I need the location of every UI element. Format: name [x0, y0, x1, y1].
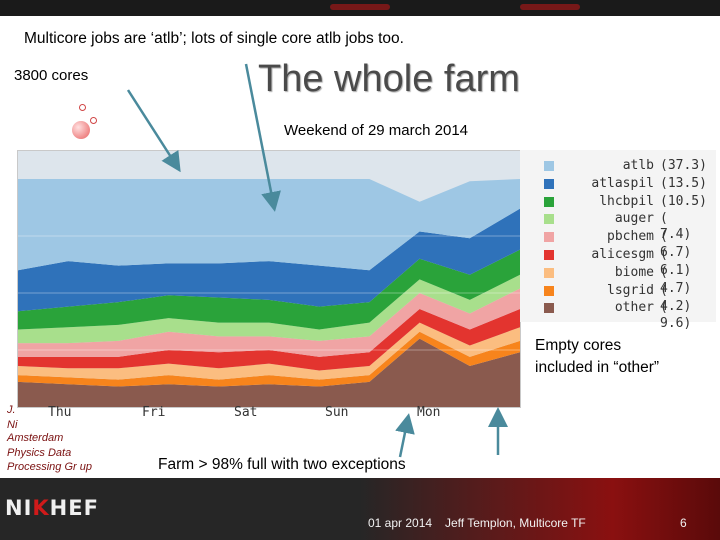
legend-swatch — [544, 285, 554, 296]
footer-gradient — [360, 478, 720, 540]
legend-label: lhcbpil — [599, 193, 654, 209]
legend-swatch — [544, 196, 554, 207]
empty-cores-note: Empty cores — [535, 337, 622, 354]
series-area-alicesgm — [18, 308, 520, 371]
farm-note: Farm > 98% full with two exceptions — [158, 456, 406, 473]
group-label: Ni — [7, 419, 18, 431]
x-tick-label: Sat — [234, 405, 258, 420]
legend-value: ( 4.2) — [660, 282, 692, 314]
series-area-pbchem — [18, 288, 520, 357]
legend-value: ( 9.6) — [660, 300, 692, 332]
legend-label: lsgrid — [607, 282, 654, 298]
legend-value: ( 4.7) — [660, 264, 692, 296]
series-area-lhcbpil — [18, 249, 520, 330]
legend-value: ( 6.1) — [660, 247, 692, 278]
legend-value: (10.5) — [660, 193, 707, 209]
chart-canvas — [18, 179, 520, 407]
arrow-to-atlb — [126, 89, 181, 173]
series-area-other — [18, 338, 520, 407]
legend-label: alicesgm — [591, 247, 654, 262]
footer-author: Jeff Templon, Multicore TF — [445, 516, 586, 530]
slide-subtitle: Multicore jobs are ‘atlb’; lots of singl… — [24, 30, 404, 47]
group-label: Amsterdam — [7, 432, 64, 444]
legend-value: (13.5) — [660, 175, 707, 191]
legend-swatch — [544, 214, 554, 225]
legend-label: pbchem — [607, 229, 654, 245]
chart-legend: atlb (37.3) atlaspil (13.5) lhcbpil (10.5) aug… — [520, 150, 716, 331]
legend-label: other — [614, 300, 654, 316]
legend-swatch — [544, 267, 554, 278]
cores-label: 3800 cores — [14, 67, 89, 84]
banner-decoration — [330, 4, 390, 10]
legend-value: (37.3) — [660, 158, 707, 173]
slide-title: The whole farm — [258, 58, 520, 100]
series-area-auger — [18, 274, 520, 344]
x-tick-label: Thu — [48, 405, 72, 420]
legend-value: ( 6.7) — [660, 229, 692, 261]
legend-value: ( 7.4) — [660, 211, 692, 243]
group-label: J. — [7, 404, 16, 416]
nikhef-logo: NIKHEF — [5, 496, 99, 520]
legend-label: auger — [614, 211, 654, 227]
series-area-lsgrid — [18, 331, 520, 387]
arrow-exception-1 — [395, 413, 415, 458]
legend-label: atlb — [622, 158, 654, 173]
banner-decoration — [520, 4, 580, 10]
bubble-decoration — [72, 121, 90, 139]
series-area-biome — [18, 322, 520, 380]
page-number: 6 — [680, 516, 687, 530]
legend-swatch — [544, 250, 554, 260]
legend-swatch — [544, 232, 554, 243]
x-tick-label: Mon — [417, 405, 441, 420]
legend-label: biome — [614, 264, 654, 280]
footer-bar — [0, 478, 720, 540]
bubble-decoration — [79, 104, 86, 111]
period-label: Weekend of 29 march 2014 — [284, 122, 469, 139]
group-label: Processing Gr up — [7, 461, 92, 473]
empty-cores-note: included in “other” — [535, 359, 660, 376]
top-banner — [0, 0, 720, 16]
legend-swatch — [544, 178, 554, 189]
group-label: Physics Data — [7, 447, 72, 459]
series-area-atlaspil — [18, 208, 520, 312]
legend-swatch — [544, 303, 554, 314]
arrow-to-farm — [244, 63, 281, 212]
x-tick-label: Sun — [325, 405, 349, 420]
series-area-atlb — [18, 179, 520, 271]
legend-label: atlaspil — [591, 175, 654, 191]
x-tick-label: Fri — [142, 405, 166, 420]
legend-swatch — [544, 161, 554, 171]
bubble-decoration — [90, 117, 97, 124]
footer-date: 01 apr 2014 — [368, 516, 433, 530]
